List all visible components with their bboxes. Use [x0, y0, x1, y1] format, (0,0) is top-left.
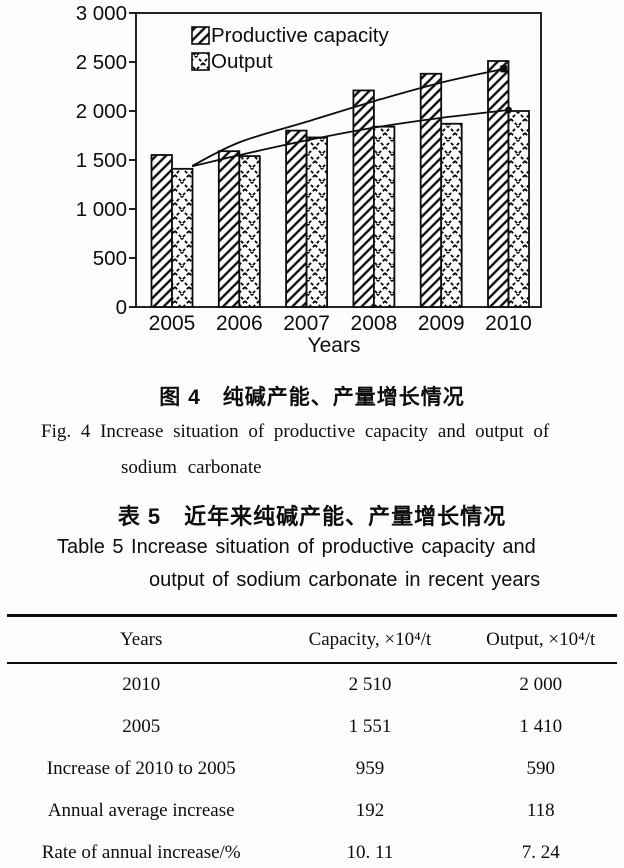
table5-caption-english-line2: output of sodium carbonate in recent yea…: [149, 569, 541, 591]
table-cell-r2-c1: 959: [355, 758, 385, 779]
bar-output-2006: [238, 155, 261, 308]
table-header-capacity: Capacity, ×10⁴/t: [275, 615, 465, 664]
output-trend-end-marker: [505, 106, 512, 114]
bar-output-2010: [507, 110, 530, 308]
trend-curves: [191, 65, 512, 168]
table-cell-r4-c0: Rate of annual increase/%: [41, 842, 241, 863]
chart-legend: Productive capacity Output: [191, 24, 390, 73]
table-row-3: Annual average increase 192 118: [7, 790, 617, 832]
x-tick-label-2006: 2006: [216, 312, 263, 335]
table-header-output: Output, ×10⁴/t: [464, 615, 617, 664]
y-tick-label: 500: [93, 247, 127, 270]
table-cell-r0-c0: 2010: [122, 674, 161, 695]
bar-output-2009: [440, 122, 463, 308]
figure4-caption-english-line2: sodium carbonate: [121, 457, 262, 478]
bar-productive-capacity-2010: [487, 60, 510, 308]
x-axis-title: Years: [308, 334, 361, 357]
capacity-trend-curve: [191, 67, 504, 167]
y-tick-label: 1 000: [76, 198, 127, 221]
table-header-row: Years Capacity, ×10⁴/t Output, ×10⁴/t: [7, 615, 617, 664]
y-tick-label: 1 500: [76, 149, 127, 172]
bar-productive-capacity-2008: [352, 89, 375, 308]
table-cell-r2-c0: Increase of 2010 to 2005: [46, 758, 236, 779]
table5-caption-english-line1: Table 5 Increase situation of productive…: [57, 536, 536, 558]
table5-data-table: Years Capacity, ×10⁴/t Output, ×10⁴/t 20…: [7, 614, 617, 868]
bar-productive-capacity-2006: [217, 150, 241, 308]
bars-group: [150, 60, 530, 308]
bar-productive-capacity-2009: [419, 72, 443, 308]
table-row-0: 2010 2 510 2 000: [7, 663, 617, 706]
x-tick-label-2005: 2005: [149, 312, 196, 335]
bar-output-2005: [171, 167, 194, 308]
figure4-chart: 0 500 1 000 1 500 2 000 2 500 3 000 2005 2006 20…: [0, 0, 624, 368]
x-tick-label-2008: 2008: [351, 312, 398, 335]
table-row-1: 2005 1 551 1 410: [7, 706, 617, 748]
table-cell-r4-c1: 10. 11: [346, 842, 394, 863]
x-axis: 2005 2006 2007 2008 2009 2010: [149, 312, 532, 335]
bar-output-2007: [305, 136, 329, 308]
table-cell-r3-c0: Annual average increase: [47, 800, 235, 821]
table-cell-r2-c2: 590: [526, 758, 555, 779]
bar-productive-capacity-2005: [150, 154, 173, 308]
x-tick-label-2009: 2009: [418, 312, 465, 335]
table-cell-r0-c2: 2 000: [519, 674, 563, 695]
table-cell-r1-c1: 1 551: [348, 716, 392, 737]
x-tick-label-2007: 2007: [283, 312, 330, 335]
legend-label-output: Output: [211, 50, 273, 73]
table-header-years: Years: [7, 615, 276, 664]
table-cell-r0-c1: 2 510: [348, 674, 392, 695]
table-cell-r3-c2: 118: [526, 800, 555, 821]
y-tick-label: 2 500: [76, 51, 127, 74]
legend-swatch-productive-capacity-icon: [191, 26, 210, 45]
y-tick-label: 3 000: [76, 2, 127, 25]
table-row-2: Increase of 2010 to 2005 959 590: [7, 748, 617, 790]
legend-label-productive-capacity: Productive capacity: [211, 24, 390, 47]
legend-swatch-output-icon: [191, 52, 210, 71]
table-cell-r4-c2: 7. 24: [521, 842, 560, 863]
y-tick-label: 2 000: [76, 100, 127, 123]
capacity-trend-end-marker: [500, 65, 508, 73]
figure4-caption-chinese: 图 4 纯碱产能、产量增长情况: [159, 386, 465, 409]
table-row-4: Rate of annual increase/% 10. 11 7. 24: [7, 832, 617, 868]
x-tick-label-2010: 2010: [485, 312, 532, 335]
table-cell-r1-c0: 2005: [122, 716, 161, 737]
table5-caption-chinese: 表 5 近年来纯碱产能、产量增长情况: [117, 504, 507, 529]
bar-productive-capacity-2007: [285, 129, 308, 308]
y-tick-label: 0: [116, 296, 127, 319]
bar-output-2008: [372, 125, 396, 308]
figure4-caption-english-line1: Fig. 4 Increase situation of productive …: [41, 421, 550, 442]
table-cell-r1-c2: 1 410: [519, 716, 563, 737]
output-trend-curve: [191, 109, 509, 168]
y-axis: 0 500 1 000 1 500 2 000 2 500 3 000: [76, 2, 136, 319]
table-cell-r3-c1: 192: [355, 800, 385, 821]
